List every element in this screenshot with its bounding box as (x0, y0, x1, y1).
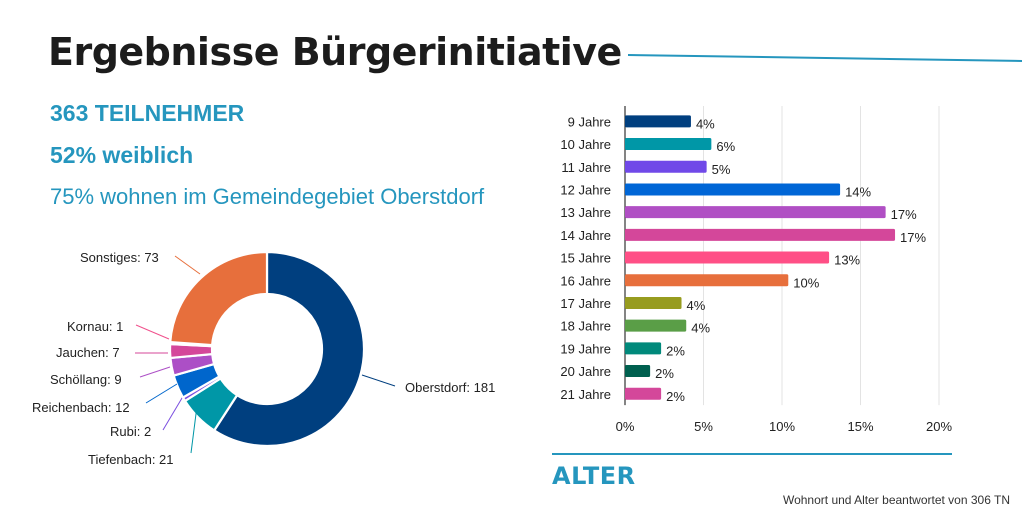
bar-data-label: 14% (845, 184, 871, 199)
y-tick-label: 13 Jahre (560, 205, 611, 220)
bar-data-label: 4% (687, 298, 706, 313)
section-divider (552, 453, 952, 455)
bar-data-label: 6% (716, 139, 735, 154)
y-tick-label: 14 Jahre (560, 228, 611, 243)
bar-16-jahre (625, 274, 789, 287)
bar-13-jahre (625, 206, 886, 219)
x-tick-label: 20% (926, 419, 952, 434)
female-share: 52% weiblich (50, 142, 194, 168)
leader-line-reichenbach (145, 383, 178, 404)
y-tick-label: 21 Jahre (560, 387, 611, 402)
leader-line-rubi (162, 392, 186, 431)
residents-share: 75% wohnen im Gemeindegebiet Oberstdorf (50, 184, 485, 209)
bar-18-jahre (625, 319, 687, 332)
bar-data-label: 10% (793, 275, 819, 290)
y-tick-label: 19 Jahre (560, 341, 611, 356)
bar-19-jahre (625, 342, 662, 355)
y-tick-label: 17 Jahre (560, 296, 611, 311)
x-tick-label: 5% (694, 419, 713, 434)
donut-label-jauchen: Jauchen: 7 (56, 345, 120, 360)
x-tick-label: 15% (847, 419, 873, 434)
bar-20-jahre (625, 365, 651, 378)
y-tick-label: 11 Jahre (561, 160, 611, 175)
bar-15-jahre (625, 251, 830, 264)
donut-label-schoellang: Schöllang: 9 (50, 372, 122, 387)
bar-data-label: 2% (666, 343, 685, 358)
bar-data-label: 17% (900, 230, 926, 245)
section-label-age: ALTER (552, 462, 636, 490)
bar-10-jahre (625, 138, 712, 151)
page-title: Ergebnisse Bürgerinitiative (48, 30, 622, 74)
x-tick-label: 10% (769, 419, 795, 434)
bar-data-label: 13% (834, 253, 860, 268)
leader-line-schoellang (139, 366, 171, 378)
donut-label-kornau: Kornau: 1 (67, 319, 123, 334)
y-tick-label: 9 Jahre (568, 114, 611, 129)
donut-label-sonstiges: Sonstiges: 73 (80, 250, 159, 265)
leader-line-sonstiges (174, 255, 201, 275)
bar-17-jahre (625, 296, 682, 309)
leader-line-oberstdorf (361, 374, 396, 387)
x-tick-label: 0% (616, 419, 635, 434)
bar-data-label: 4% (691, 321, 710, 336)
residence-donut-chart: Oberstdorf: 181 Tiefenbach: 21 Rubi: 2 Reic… (32, 250, 495, 467)
bar-data-label: 2% (655, 366, 674, 381)
bar-data-label: 17% (891, 207, 917, 222)
donut-label-oberstdorf: Oberstdorf: 181 (405, 380, 495, 395)
donut-slice-oberstdorf (212, 250, 366, 448)
bar-11-jahre (625, 160, 707, 173)
y-tick-label: 18 Jahre (560, 319, 611, 334)
age-bar-chart: 0% 5% 10% 15% 20% 9 Jahre 4% 10 Jahre 6% 11 Jahre… (560, 106, 952, 434)
leader-line-tiefenbach (190, 405, 198, 454)
y-tick-label: 16 Jahre (560, 273, 611, 288)
participants-count: 363 TEILNEHMER (50, 100, 245, 126)
y-tick-label: 20 Jahre (560, 364, 611, 379)
donut-slice-sonstiges (169, 250, 269, 347)
bar-data-label: 2% (666, 389, 685, 404)
donut-label-rubi: Rubi: 2 (110, 424, 151, 439)
donut-label-tiefenbach: Tiefenbach: 21 (88, 452, 174, 467)
bar-21-jahre (625, 387, 662, 400)
footnote: Wohnort und Alter beantwortet von 306 TN (782, 493, 1010, 507)
bar-9-jahre (625, 115, 691, 128)
y-tick-label: 10 Jahre (560, 137, 611, 152)
leader-line-kornau (135, 324, 170, 340)
y-tick-label: 12 Jahre (560, 182, 611, 197)
bar-14-jahre (625, 228, 896, 241)
bar-data-label: 4% (696, 116, 715, 131)
donut-label-reichenbach: Reichenbach: 12 (32, 400, 130, 415)
y-tick-label: 15 Jahre (560, 251, 611, 266)
bar-data-label: 5% (712, 162, 731, 177)
bar-12-jahre (625, 183, 841, 196)
